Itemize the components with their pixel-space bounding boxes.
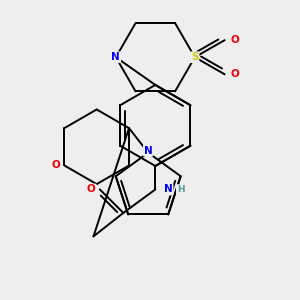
Text: N: N — [144, 146, 153, 155]
Text: H: H — [177, 185, 184, 194]
Text: O: O — [231, 35, 240, 45]
Text: N: N — [164, 184, 172, 194]
Text: O: O — [51, 160, 60, 170]
Text: O: O — [231, 69, 240, 79]
Text: O: O — [87, 184, 96, 194]
Text: N: N — [112, 52, 120, 62]
Text: S: S — [191, 52, 199, 62]
